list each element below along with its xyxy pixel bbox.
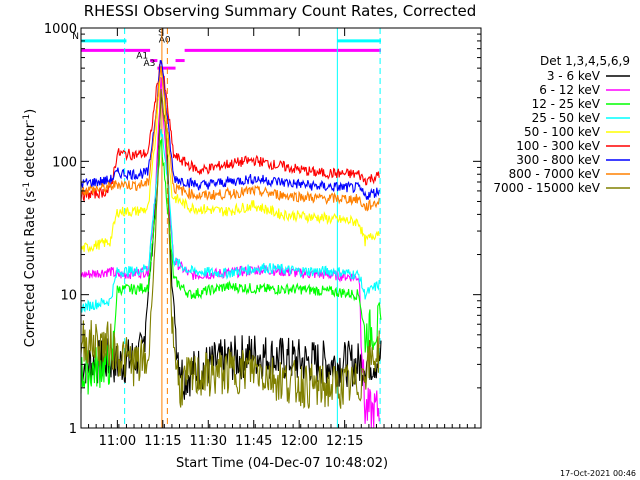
y-axis: 1 10 100 1000 [44, 22, 481, 437]
y-axis-label-sup2: -1 [22, 114, 32, 123]
legend-label-8: 7000 - 15000 keV [493, 181, 600, 195]
series-line-7 [80, 66, 380, 212]
series-layer [80, 60, 382, 429]
series-line-8 [80, 89, 380, 409]
series-line-5 [80, 61, 380, 203]
legend-label-2: 12 - 25 keV [532, 97, 601, 111]
y-axis-label: Corrected Count Rate (s-1 detector-1) [22, 109, 38, 347]
legend-title: Det 1,3,4,5,6,9 [540, 54, 630, 68]
y-axis-label-end: ) [23, 109, 38, 114]
x-tick-label-4: 12:00 [280, 434, 317, 449]
y-axis-label-sup1: -1 [22, 182, 32, 191]
x-tick-label-2: 11:30 [190, 434, 227, 449]
flag-label-0: N [72, 32, 79, 42]
legend-label-6: 300 - 800 keV [516, 153, 600, 167]
y-tick-label-0: 1 [69, 422, 77, 437]
y-tick-label-2: 100 [52, 155, 77, 170]
flag-label-5: A3 [143, 59, 155, 69]
series-line-2 [80, 138, 382, 395]
y-tick-label-3: 1000 [44, 22, 77, 37]
legend-label-5: 100 - 300 keV [516, 139, 600, 153]
series-line-4 [80, 65, 380, 253]
legend-label-7: 800 - 7000 keV [509, 167, 601, 181]
x-tick-label-3: 11:45 [235, 434, 272, 449]
y-axis-label-main: Corrected Count Rate (s [23, 191, 38, 348]
flag-label-7: A0 [159, 36, 171, 46]
legend-label-4: 50 - 100 keV [524, 125, 601, 139]
flag-label-4: A1 [136, 52, 148, 62]
legend-label-3: 25 - 50 keV [532, 111, 601, 125]
x-tick-label-0: 11:00 [99, 434, 136, 449]
x-tick-label-1: 11:15 [144, 434, 181, 449]
x-tick-label-5: 12:15 [326, 434, 363, 449]
x-axis: 11:00 11:15 11:30 11:45 12:00 12:15 [80, 28, 476, 449]
legend-label-1: 6 - 12 keV [539, 83, 601, 97]
y-tick-label-1: 10 [60, 289, 77, 304]
legend-label-0: 3 - 6 keV [547, 69, 601, 83]
flag-label-8: S [158, 28, 164, 38]
chart-title: RHESSI Observing Summary Count Rates, Co… [84, 2, 477, 20]
plot-frame [80, 27, 482, 429]
series-line-3 [80, 128, 380, 313]
series-line-6 [80, 60, 380, 200]
timestamp: 17-Oct-2021 00:46 [560, 469, 636, 478]
y-axis-label-mid: detector [23, 122, 38, 182]
x-axis-label: Start Time (04-Dec-07 10:48:02) [176, 456, 388, 471]
